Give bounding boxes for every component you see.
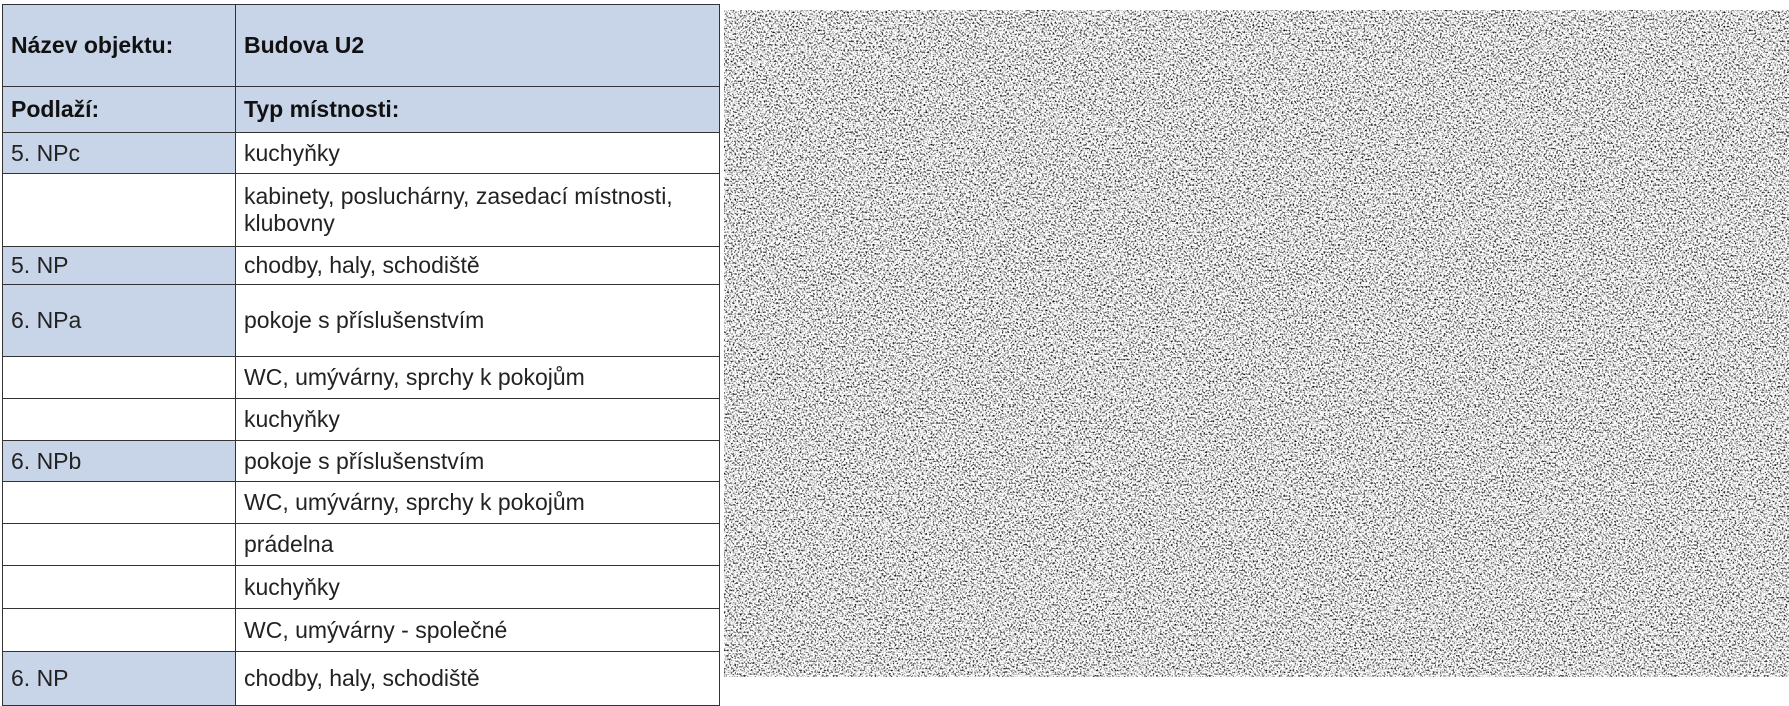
floor-cell: 6. NPa <box>2 284 236 357</box>
floor-cell: 5. NPc <box>2 132 236 174</box>
header-cell: Budova U2 <box>235 4 720 87</box>
floor-cell <box>2 523 236 566</box>
floor-cell <box>2 565 236 609</box>
room-type-cell: WC, umývárny, sprchy k pokojům <box>235 481 720 524</box>
header-cell: Typ místnosti: <box>235 86 720 133</box>
table-row: kuchyňky <box>2 565 720 609</box>
floor-cell: 6. NP <box>2 651 236 706</box>
room-table: Název objektu: Budova U2 Podlaží: Typ místn… <box>2 4 720 706</box>
table-row: 5. NP chodby, haly, schodiště <box>2 246 720 285</box>
room-type-cell: kuchyňky <box>235 132 720 174</box>
room-type-cell: kabinety, posluchárny, zasedací místnost… <box>235 173 720 247</box>
floor-cell <box>2 173 236 247</box>
table-row: prádelna <box>2 523 720 566</box>
header-cell: Podlaží: <box>2 86 236 133</box>
room-type-cell: chodby, haly, schodiště <box>235 246 720 285</box>
table-row: 6. NPb pokoje s příslušenstvím <box>2 440 720 482</box>
table-row: 6. NPa pokoje s příslušenstvím <box>2 284 720 357</box>
room-type-cell: kuchyňky <box>235 398 720 441</box>
room-type-cell: WC, umývárny - společné <box>235 608 720 652</box>
table-row: 5. NPc kuchyňky <box>2 132 720 174</box>
room-type-cell: WC, umývárny, sprchy k pokojům <box>235 356 720 399</box>
table-row: kabinety, posluchárny, zasedací místnost… <box>2 173 720 247</box>
header-row: Název objektu: Budova U2 <box>2 4 720 87</box>
floor-cell <box>2 398 236 441</box>
noise-image <box>724 10 1789 677</box>
table-row: WC, umývárny, sprchy k pokojům <box>2 356 720 399</box>
floor-cell: 5. NP <box>2 246 236 285</box>
table-row: 6. NP chodby, haly, schodiště <box>2 651 720 706</box>
table-row: kuchyňky <box>2 398 720 441</box>
room-type-cell: chodby, haly, schodiště <box>235 651 720 706</box>
room-type-cell: pokoje s příslušenstvím <box>235 440 720 482</box>
floor-cell: 6. NPb <box>2 440 236 482</box>
floor-cell <box>2 608 236 652</box>
room-type-cell: prádelna <box>235 523 720 566</box>
floor-cell <box>2 481 236 524</box>
room-type-cell: pokoje s příslušenstvím <box>235 284 720 357</box>
header-row: Podlaží: Typ místnosti: <box>2 86 720 133</box>
header-cell: Název objektu: <box>2 4 236 87</box>
room-type-cell: kuchyňky <box>235 565 720 609</box>
floor-cell <box>2 356 236 399</box>
table-row: WC, umývárny, sprchy k pokojům <box>2 481 720 524</box>
page: {"table": { "header": [["Název objektu:"… <box>2 4 1789 706</box>
table-row: WC, umývárny - společné <box>2 608 720 652</box>
